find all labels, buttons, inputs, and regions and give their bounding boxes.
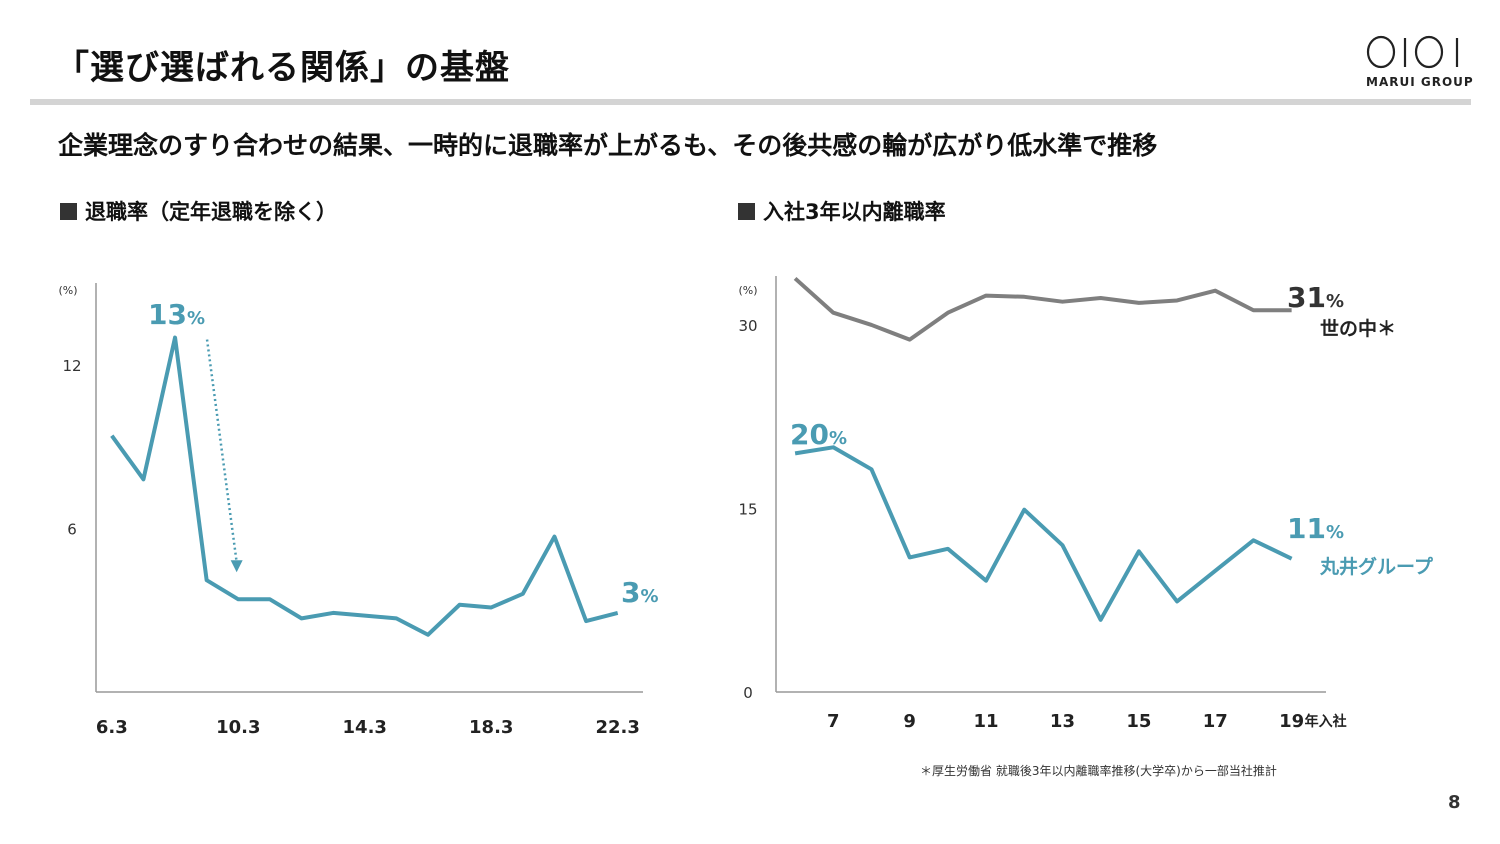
left-chart-title-text: 退職率（定年退職を除く） <box>85 200 337 224</box>
x-tick-label: 7 <box>827 711 840 732</box>
square-bullet-icon <box>60 203 77 220</box>
square-bullet-icon <box>738 203 755 220</box>
right-chart-title-text: 入社3年以内離職率 <box>763 200 946 224</box>
last-value-label: 3% <box>621 576 659 609</box>
x-tick-label: 13 <box>1050 711 1075 732</box>
logo-text: MARUI GROUP <box>1366 75 1474 89</box>
society-value-label: 31% <box>1287 281 1344 314</box>
y-tick-label: 12 <box>62 357 81 375</box>
x-tick-label: 18.3 <box>469 717 513 738</box>
x-tick-label: 22.3 <box>595 717 639 738</box>
x-tick-label: 11 <box>974 711 999 732</box>
x-tick-label: 19 <box>1279 711 1304 732</box>
page-number: 8 <box>1448 792 1461 813</box>
y-tick-label: 0 <box>743 684 753 702</box>
x-tick-label: 15 <box>1126 711 1151 732</box>
y-tick-label: 15 <box>738 500 757 518</box>
x-tick-label: 14.3 <box>343 717 387 738</box>
peak-value-label: 13% <box>148 298 205 331</box>
title-divider <box>30 99 1471 105</box>
y-unit-label: (%) <box>738 284 757 297</box>
marui-start-label: 20% <box>790 418 847 451</box>
marui-value-label: 11% <box>1287 512 1344 545</box>
marui-series-name: 丸井グループ <box>1319 555 1434 578</box>
marui-line <box>794 445 1293 622</box>
y-tick-label: 6 <box>67 520 77 538</box>
x-tick-label: 17 <box>1203 711 1228 732</box>
y-unit-label: (%) <box>58 284 77 297</box>
x-tick-label: 9 <box>903 711 916 732</box>
decline-arrow-head-icon <box>230 560 243 573</box>
left-chart-title: 退職率（定年退職を除く） <box>60 196 337 226</box>
retirement-rate-line <box>110 335 619 637</box>
society-series-name: 世の中＊ <box>1320 317 1396 340</box>
right-chart-title: 入社3年以内離職率 <box>738 196 946 226</box>
x-tick-label: 10.3 <box>216 717 260 738</box>
page-subtitle: 企業理念のすり合わせの結果、一時的に退職率が上がるも、その後共感の輪が広がり低水… <box>58 131 1158 160</box>
society-line <box>793 276 1292 342</box>
x-tick-suffix: 年入社 <box>1305 713 1347 730</box>
page-title: 「選び選ばれる関係」の基盤 <box>55 48 510 88</box>
x-tick-label: 6.3 <box>96 717 128 738</box>
y-tick-label: 30 <box>738 317 757 335</box>
footnote: ＊厚生労働省 就職後3年以内離職率推移(大学卒)から一部当社推計 <box>920 764 1277 778</box>
marui-logo-icon <box>1366 35 1459 69</box>
